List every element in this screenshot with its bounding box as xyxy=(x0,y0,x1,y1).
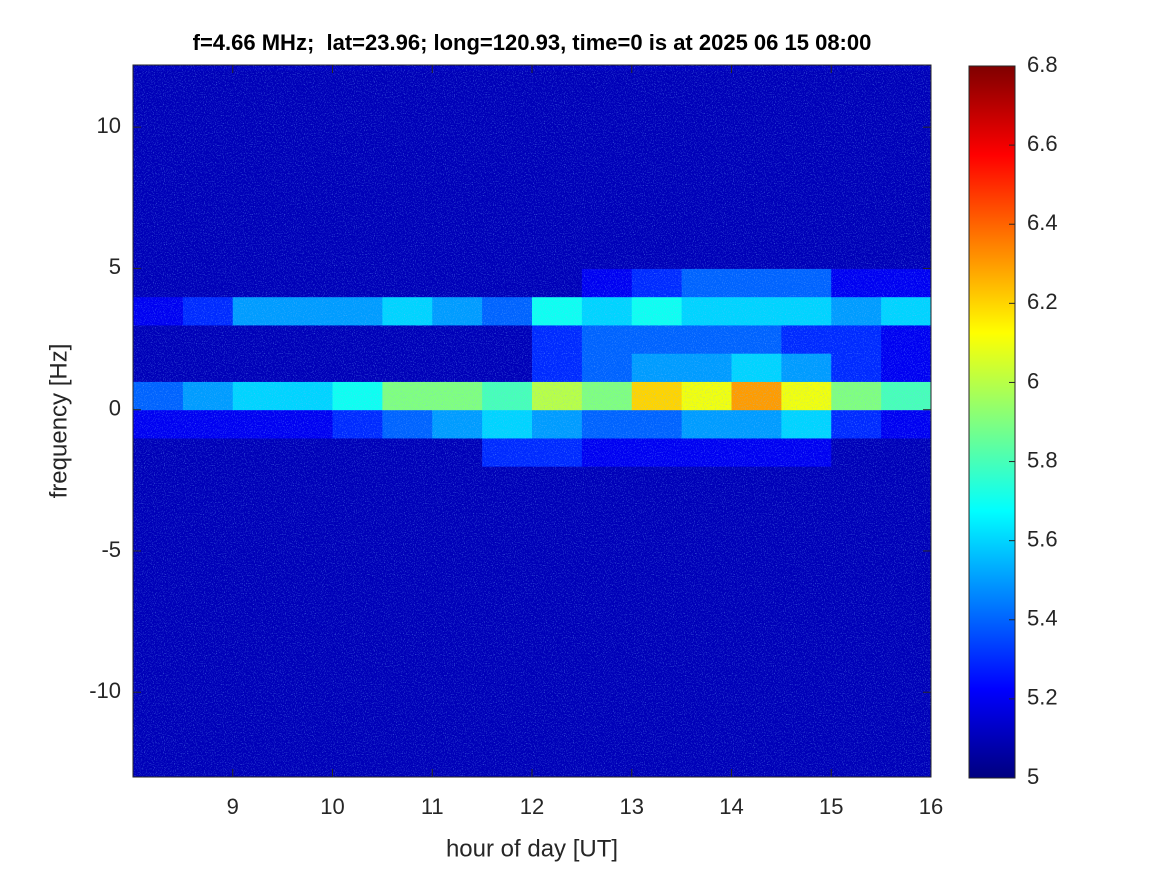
x-tick-label: 15 xyxy=(819,794,843,819)
x-tick-label: 9 xyxy=(227,794,239,819)
colorbar-tick-label: 6.2 xyxy=(1027,289,1058,314)
colorbar-tick-label: 5.6 xyxy=(1027,526,1058,551)
x-tick-label: 11 xyxy=(421,794,444,819)
y-tick-label: -10 xyxy=(89,678,121,703)
colorbar xyxy=(968,65,1016,779)
colorbar-tick-label: 6.4 xyxy=(1027,210,1058,235)
plot-area xyxy=(133,65,932,778)
y-tick-label: 5 xyxy=(109,254,121,279)
y-axis-label: frequency [Hz] xyxy=(45,344,72,499)
x-axis-label: hour of day [UT] xyxy=(446,835,618,862)
colorbar-tick-label: 5.2 xyxy=(1027,685,1058,710)
x-tick-label: 14 xyxy=(719,794,743,819)
colorbar-tick-label: 6.8 xyxy=(1027,52,1058,77)
x-tick-label: 10 xyxy=(320,794,344,819)
colorbar-tick-label: 5 xyxy=(1027,764,1039,789)
y-tick-label: -5 xyxy=(101,537,121,562)
x-tick-label: 13 xyxy=(620,794,644,819)
noise-texture xyxy=(133,65,931,777)
colorbar-tick-label: 5.8 xyxy=(1027,447,1058,472)
colorbar-tick-label: 5.4 xyxy=(1027,606,1058,631)
chart-title: f=4.66 MHz; lat=23.96; long=120.93, time… xyxy=(193,30,872,55)
x-tick-label: 12 xyxy=(520,794,544,819)
colorbar-tick-label: 6 xyxy=(1027,368,1039,393)
y-tick-label: 0 xyxy=(109,396,121,421)
x-tick-label: 16 xyxy=(919,794,943,819)
y-tick-label: 10 xyxy=(97,113,121,138)
colorbar-tick-label: 6.6 xyxy=(1027,131,1058,156)
